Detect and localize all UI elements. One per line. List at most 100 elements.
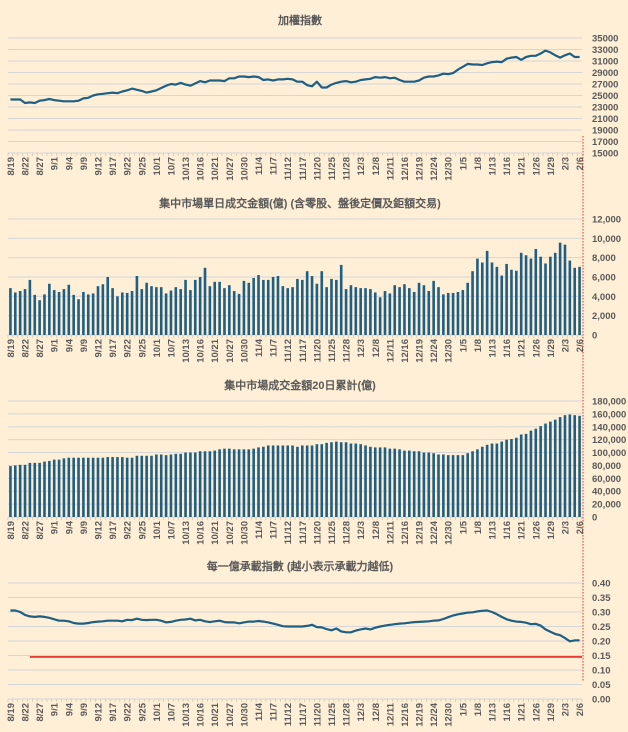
bar — [213, 281, 217, 335]
chart-title-load-index: 每一億承載指數 (越小表示承載力越低) — [206, 561, 394, 573]
bar — [121, 292, 124, 335]
bar — [276, 276, 280, 335]
bar — [271, 445, 275, 517]
x-tick-label: 11/17 — [298, 703, 309, 726]
bar — [135, 455, 139, 517]
bar — [373, 292, 377, 335]
bar — [135, 276, 139, 335]
bar — [446, 455, 450, 517]
y-tick-label: 19000 — [592, 126, 618, 137]
bar — [242, 449, 246, 517]
bar — [77, 299, 80, 335]
x-tick-label: 11/28 — [342, 157, 353, 180]
x-tick-label: 8/22 — [21, 157, 32, 176]
bar — [519, 434, 523, 517]
x-tick-label: 1/26 — [531, 703, 542, 722]
x-tick-label: 1/16 — [502, 521, 513, 540]
x-tick-label: 1/13 — [488, 521, 499, 540]
bar — [500, 441, 504, 517]
bar — [568, 260, 572, 335]
x-tick-label: 12/16 — [400, 521, 411, 545]
bar — [578, 415, 581, 517]
x-tick-label: 12/8 — [371, 521, 382, 540]
bar — [155, 287, 158, 335]
bar — [417, 451, 421, 517]
bar — [296, 278, 299, 335]
bar — [57, 459, 61, 517]
bar — [558, 417, 562, 517]
bar — [437, 454, 440, 517]
y-tick-label: 10,000 — [592, 234, 621, 245]
bar — [529, 430, 533, 517]
x-tick-label: 10/13 — [181, 339, 192, 363]
bar — [417, 282, 421, 335]
x-tick-label: 1/8 — [473, 521, 484, 534]
y-tick-label: 12,000 — [592, 215, 621, 226]
x-tick-label: 2/3 — [560, 339, 571, 352]
x-tick-label: 9/12 — [93, 339, 104, 358]
bar — [378, 447, 382, 517]
bar — [237, 449, 241, 517]
bar — [169, 290, 173, 335]
bar — [456, 455, 460, 517]
bar — [213, 450, 217, 517]
y-tick-label: 2,000 — [592, 311, 616, 322]
bar — [145, 455, 148, 517]
x-tick-label: 12/24 — [429, 520, 440, 544]
x-tick-label: 9/17 — [108, 339, 119, 358]
x-tick-label: 11/28 — [342, 339, 353, 362]
bar — [505, 439, 508, 517]
bar — [276, 445, 280, 517]
bar — [116, 457, 119, 517]
x-tick-label: 10/7 — [166, 521, 177, 540]
bar — [43, 461, 46, 517]
bar — [184, 279, 187, 335]
x-tick-label: 8/22 — [21, 703, 32, 722]
bar — [179, 289, 182, 335]
x-tick-label: 9/9 — [79, 521, 90, 534]
bar — [111, 288, 114, 335]
x-tick-label: 10/7 — [166, 703, 177, 722]
bar — [349, 285, 353, 335]
x-tick-label: 10/7 — [166, 339, 177, 358]
x-tick-label: 12/30 — [444, 521, 455, 545]
bar — [359, 444, 362, 517]
x-tick-label: 11/25 — [327, 156, 338, 180]
y-tick-label: 0.20 — [592, 637, 611, 648]
x-tick-label: 1/5 — [458, 156, 469, 170]
bar — [412, 451, 416, 517]
x-tick-label: 10/7 — [166, 157, 177, 176]
bar — [549, 421, 552, 517]
bar — [451, 292, 455, 335]
series-line — [10, 609, 580, 643]
bar — [125, 292, 129, 335]
x-tick-label: 9/4 — [64, 338, 75, 352]
bar — [544, 423, 547, 517]
x-tick-label: 8/19 — [6, 157, 17, 176]
bar — [393, 448, 397, 517]
bar — [232, 291, 236, 335]
bar — [320, 271, 324, 335]
bar — [539, 256, 542, 335]
bar — [553, 419, 557, 517]
bar — [364, 445, 367, 517]
bar — [28, 279, 32, 335]
x-tick-label: 11/20 — [312, 339, 323, 362]
bar — [179, 453, 182, 517]
bar — [208, 451, 212, 517]
bar — [315, 444, 319, 517]
bar — [203, 451, 207, 517]
x-tick-label: 12/8 — [371, 157, 382, 176]
y-tick-label: 15000 — [592, 149, 618, 160]
bar — [442, 294, 445, 335]
bar — [495, 443, 499, 517]
bar — [354, 287, 358, 335]
bar — [519, 252, 523, 335]
x-tick-label: 9/1 — [50, 702, 61, 716]
x-tick-label: 11/17 — [298, 339, 309, 362]
bar — [398, 449, 401, 517]
x-tick-label: 10/27 — [225, 157, 236, 181]
bar — [505, 263, 508, 335]
x-tick-label: 12/24 — [429, 156, 440, 180]
bar — [412, 291, 416, 335]
